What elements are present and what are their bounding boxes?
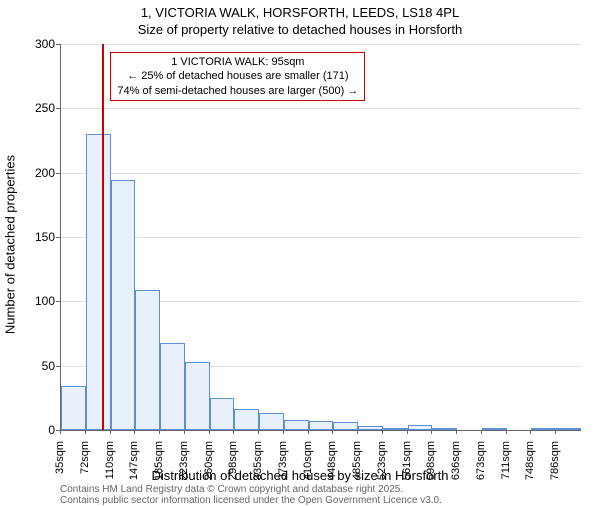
x-tick-mark <box>258 430 259 434</box>
histogram-bar <box>531 428 556 430</box>
y-tick-label: 0 <box>15 423 55 437</box>
x-tick-label: 223sqm <box>178 441 190 491</box>
x-tick-mark <box>506 430 507 434</box>
annotation-line: ← 25% of detached houses are smaller (17… <box>117 69 358 83</box>
gridline <box>61 237 581 238</box>
x-tick-label: 561sqm <box>401 441 413 491</box>
histogram-bar <box>86 134 111 430</box>
y-tick-label: 300 <box>15 37 55 51</box>
x-tick-mark <box>382 430 383 434</box>
gridline <box>61 108 581 109</box>
annotation-line: 1 VICTORIA WALK: 95sqm <box>117 55 358 69</box>
y-tick-label: 100 <box>15 294 55 308</box>
x-tick-label: 298sqm <box>227 441 239 491</box>
x-tick-mark <box>85 430 86 434</box>
x-tick-mark <box>308 430 309 434</box>
x-tick-mark <box>530 430 531 434</box>
histogram-bar <box>556 428 581 430</box>
y-tick-label: 150 <box>15 230 55 244</box>
y-tick-label: 200 <box>15 166 55 180</box>
x-tick-mark <box>555 430 556 434</box>
x-tick-mark <box>431 430 432 434</box>
y-tick-mark <box>56 366 60 367</box>
x-tick-mark <box>332 430 333 434</box>
x-tick-label: 673sqm <box>475 441 487 491</box>
histogram-bar <box>284 420 309 430</box>
histogram-bar <box>160 343 185 430</box>
x-tick-label: 448sqm <box>326 441 338 491</box>
x-tick-label: 260sqm <box>203 441 215 491</box>
chart-title-main: 1, VICTORIA WALK, HORSFORTH, LEEDS, LS18… <box>0 5 600 20</box>
histogram-bar <box>383 428 408 430</box>
x-tick-mark <box>60 430 61 434</box>
x-tick-label: 523sqm <box>376 441 388 491</box>
gridline <box>61 44 581 45</box>
histogram-bar <box>135 290 160 430</box>
x-tick-label: 786sqm <box>549 441 561 491</box>
histogram-bar <box>259 413 284 430</box>
histogram-bar <box>61 386 86 430</box>
x-tick-label: 748sqm <box>524 441 536 491</box>
property-marker-line <box>102 44 104 430</box>
y-tick-label: 50 <box>15 359 55 373</box>
y-tick-mark <box>56 108 60 109</box>
histogram-bar <box>111 180 136 430</box>
x-tick-label: 335sqm <box>252 441 264 491</box>
y-tick-mark <box>56 173 60 174</box>
x-tick-label: 185sqm <box>153 441 165 491</box>
y-axis-label: Number of detached properties <box>3 65 18 244</box>
x-tick-mark <box>184 430 185 434</box>
x-tick-mark <box>209 430 210 434</box>
x-tick-mark <box>110 430 111 434</box>
x-tick-label: 485sqm <box>351 441 363 491</box>
x-tick-label: 147sqm <box>128 441 140 491</box>
histogram-bar <box>234 409 259 430</box>
y-tick-label: 250 <box>15 101 55 115</box>
x-tick-label: 35sqm <box>54 441 66 491</box>
x-tick-label: 110sqm <box>104 441 116 491</box>
x-tick-mark <box>481 430 482 434</box>
histogram-bar <box>210 398 235 430</box>
histogram-bar <box>358 426 383 430</box>
chart-title-sub: Size of property relative to detached ho… <box>0 22 600 37</box>
chart-container: 1, VICTORIA WALK, HORSFORTH, LEEDS, LS18… <box>0 0 600 500</box>
x-tick-label: 410sqm <box>302 441 314 491</box>
x-tick-label: 598sqm <box>425 441 437 491</box>
x-tick-label: 711sqm <box>500 441 512 491</box>
x-tick-label: 636sqm <box>450 441 462 491</box>
x-tick-label: 373sqm <box>277 441 289 491</box>
footer-line-2: Contains public sector information licen… <box>60 495 442 506</box>
y-tick-mark <box>56 237 60 238</box>
x-tick-label: 72sqm <box>79 441 91 491</box>
histogram-bar <box>408 425 433 430</box>
histogram-bar <box>482 428 507 430</box>
plot-area: 1 VICTORIA WALK: 95sqm← 25% of detached … <box>60 44 581 431</box>
y-tick-mark <box>56 44 60 45</box>
histogram-bar <box>185 362 210 430</box>
gridline <box>61 173 581 174</box>
x-tick-mark <box>407 430 408 434</box>
x-tick-mark <box>159 430 160 434</box>
histogram-bar <box>432 428 457 430</box>
x-tick-mark <box>283 430 284 434</box>
x-tick-mark <box>233 430 234 434</box>
histogram-bar <box>309 421 334 430</box>
y-tick-mark <box>56 301 60 302</box>
annotation-box: 1 VICTORIA WALK: 95sqm← 25% of detached … <box>110 52 365 101</box>
x-tick-mark <box>134 430 135 434</box>
x-tick-mark <box>456 430 457 434</box>
annotation-line: 74% of semi-detached houses are larger (… <box>117 84 358 98</box>
x-tick-mark <box>357 430 358 434</box>
histogram-bar <box>333 422 358 430</box>
